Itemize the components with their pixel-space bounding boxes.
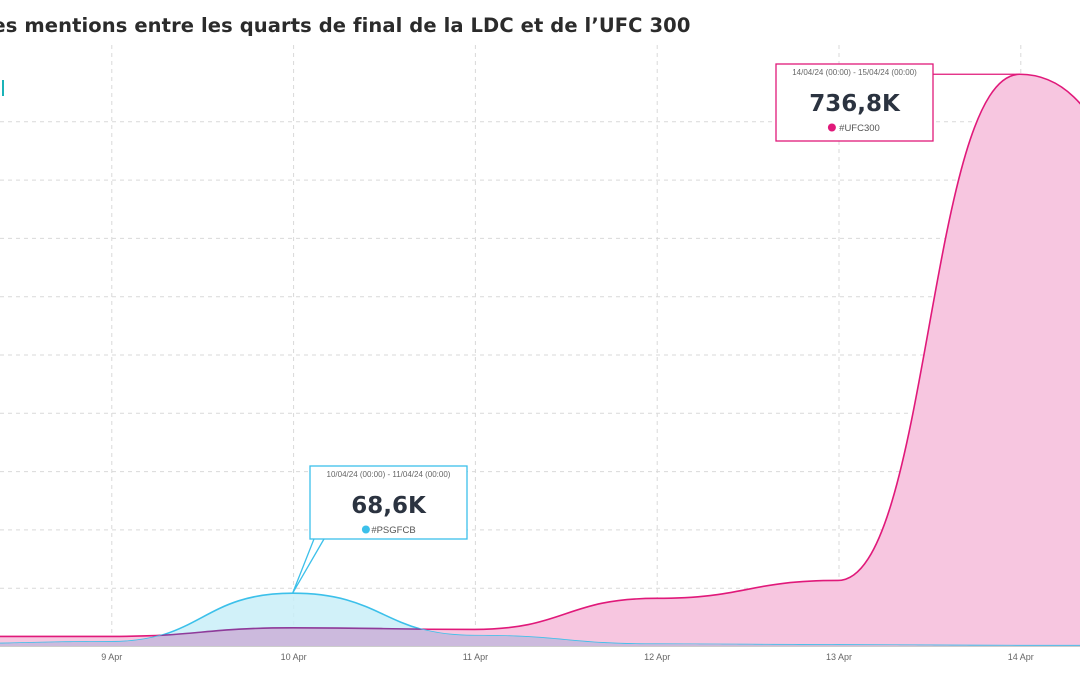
tooltip-box xyxy=(309,465,468,540)
tooltip-ufc300: 14/04/24 (00:00) - 15/04/24 (00:00) 736,8… xyxy=(775,63,1020,142)
legend-dot-icon xyxy=(827,123,836,132)
series-areas xyxy=(0,73,1080,647)
x-tick-label: 14 Apr xyxy=(1008,652,1034,662)
logo-icon xyxy=(0,80,10,106)
tooltip-date: 10/04/24 (00:00) - 11/04/24 (00:00) xyxy=(327,470,451,479)
x-tick-label: 11 Apr xyxy=(463,652,488,662)
tooltip-psgfcb: 10/04/24 (00:00) - 11/04/24 (00:00) 68,6K… xyxy=(291,465,468,594)
x-tick-label: 9 Apr xyxy=(101,652,122,662)
chart-title: on des mentions entre les quarts de fina… xyxy=(0,14,691,37)
tooltip-value: 68,6K xyxy=(351,493,427,519)
x-tick-label: 10 Apr xyxy=(281,652,307,662)
tooltip-value: 736,8K xyxy=(809,91,901,117)
series-area-ufc300 xyxy=(0,74,1080,647)
tooltip-connector xyxy=(291,538,325,594)
tooltip-date: 14/04/24 (00:00) - 15/04/24 (00:00) xyxy=(792,68,917,77)
x-axis: 9 Apr 10 Apr 11 Apr 12 Apr 13 Apr 14 Apr xyxy=(101,652,1034,662)
legend-dot-icon xyxy=(361,525,370,534)
tooltip-series-name: #PSGFCB xyxy=(371,525,415,536)
x-tick-label: 12 Apr xyxy=(644,652,670,662)
tooltip-box xyxy=(775,63,934,142)
tooltips: 14/04/24 (00:00) - 15/04/24 (00:00) 736,8… xyxy=(291,63,1020,594)
x-tick-label: 13 Apr xyxy=(826,652,852,662)
tooltip-series-name: #UFC300 xyxy=(839,123,880,134)
